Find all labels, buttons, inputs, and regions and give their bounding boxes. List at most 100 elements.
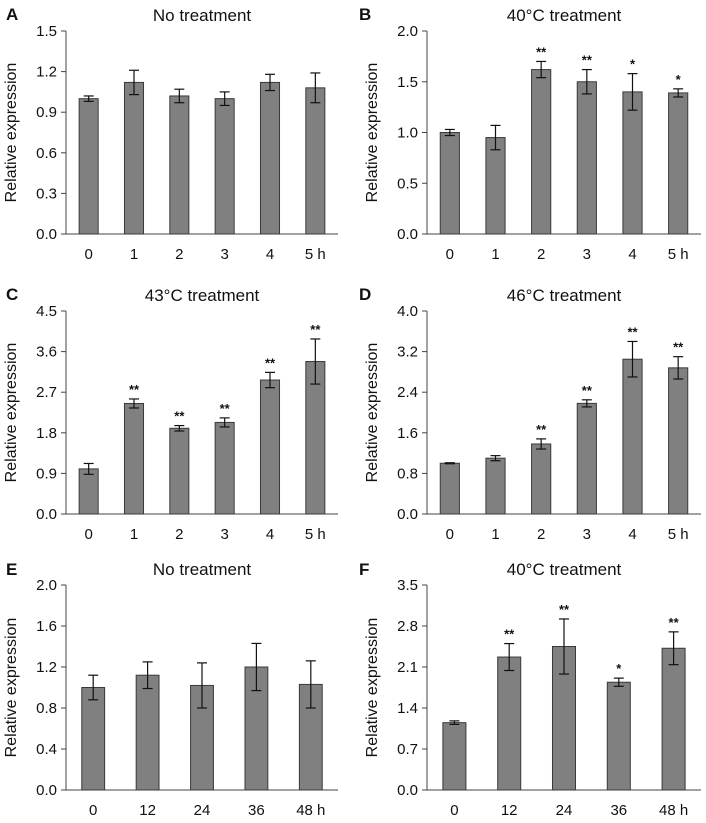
y-tick-label: 1.0: [397, 125, 418, 142]
y-tick-label: 0.7: [397, 741, 418, 758]
x-tick-label: 3: [220, 246, 228, 263]
x-tick-label: 3: [583, 246, 591, 263]
y-tick-label: 0.8: [36, 700, 57, 717]
bar: [214, 98, 235, 235]
x-tick-label: 24: [194, 802, 211, 819]
bar: [305, 87, 326, 235]
significance-label: **: [536, 44, 547, 59]
panel-title: 40°C treatment: [507, 6, 622, 25]
significance-label: **: [265, 355, 276, 370]
significance-label: **: [310, 322, 321, 337]
bar: [531, 443, 552, 515]
y-tick-label: 3.6: [36, 344, 57, 361]
x-tick-label: 36: [610, 802, 627, 819]
x-tick-label: 48 h: [296, 802, 325, 819]
bar: [622, 91, 643, 235]
y-axis-label: Relative expression: [3, 343, 20, 483]
x-tick-label: 48 h: [659, 802, 688, 819]
significance-label: **: [504, 627, 515, 642]
y-tick-label: 0.0: [36, 226, 57, 243]
significance-label: **: [582, 53, 593, 68]
x-tick-label: 12: [139, 802, 156, 819]
x-tick-label: 0: [89, 802, 97, 819]
panel-letter: E: [6, 560, 17, 579]
x-tick-label: 2: [175, 526, 183, 543]
y-axis-label: Relative expression: [3, 618, 20, 758]
panel-letter: D: [359, 285, 371, 304]
y-tick-label: 1.2: [36, 659, 57, 676]
panel-title: 46°C treatment: [507, 286, 622, 305]
x-tick-label: 4: [266, 526, 274, 543]
panel-title: No treatment: [153, 560, 252, 579]
bar: [169, 95, 190, 235]
x-tick-label: 2: [537, 246, 545, 263]
x-tick-label: 4: [266, 246, 274, 263]
x-tick-label: 1: [130, 526, 138, 543]
x-tick-label: 1: [130, 246, 138, 263]
x-tick-label: 3: [583, 526, 591, 543]
bar: [485, 137, 506, 235]
x-tick-label: 0: [446, 526, 454, 543]
bar: [81, 687, 106, 791]
bar: [668, 367, 689, 515]
y-tick-label: 2.1: [397, 659, 418, 676]
y-tick-label: 0.0: [397, 226, 418, 243]
y-tick-label: 4.0: [397, 303, 418, 320]
panel-c: C 43°C treatment 0.0 0.9 1.8 2.7 3.6 4.5 Relativ…: [3, 285, 338, 543]
y-tick-label: 1.6: [36, 618, 57, 635]
bar: [497, 656, 522, 791]
y-tick-label: 0.0: [397, 506, 418, 523]
bar: [259, 379, 281, 515]
y-tick-label: 2.8: [397, 618, 418, 635]
bar: [576, 402, 597, 515]
x-tick-label: 24: [556, 802, 573, 819]
panel-d: D 46°C treatment 0.0 0.8 1.6 2.4 3.2 4.0 Relativ…: [359, 285, 701, 543]
y-tick-label: 4.5: [36, 303, 57, 320]
y-tick-label: 0.9: [36, 465, 57, 482]
x-tick-label: 0: [84, 246, 92, 263]
x-tick-label: 4: [628, 246, 636, 263]
bar: [622, 358, 643, 515]
y-tick-label: 0.0: [36, 782, 57, 799]
panel-letter: B: [359, 5, 371, 24]
y-tick-label: 0.8: [397, 465, 418, 482]
x-tick-label: 2: [537, 526, 545, 543]
x-tick-label: 2: [175, 246, 183, 263]
y-axis-label: Relative expression: [3, 63, 20, 203]
significance-label: **: [582, 383, 593, 398]
bar: [123, 402, 145, 515]
y-tick-label: 1.8: [36, 425, 57, 442]
x-tick-label: 36: [248, 802, 265, 819]
significance-label: *: [676, 72, 682, 87]
y-tick-label: 1.4: [397, 700, 418, 717]
bar: [214, 421, 235, 515]
panel-b: B 40°C treatment 0.0 0.5 1.0 1.5 2.0 Relative e…: [359, 5, 701, 263]
y-tick-label: 0.5: [397, 175, 418, 192]
x-tick-label: 1: [491, 526, 499, 543]
y-axis-label: Relative expression: [364, 63, 381, 203]
significance-label: *: [616, 661, 622, 676]
x-tick-label: 4: [628, 526, 636, 543]
significance-label: **: [627, 324, 638, 339]
x-tick-label: 0: [450, 802, 458, 819]
y-tick-label: 2.7: [36, 384, 57, 401]
y-tick-label: 1.6: [397, 425, 418, 442]
x-tick-label: 0: [446, 246, 454, 263]
bar: [485, 457, 506, 515]
significance-label: *: [630, 57, 636, 72]
bar: [259, 81, 281, 235]
panel-title: 40°C treatment: [507, 560, 622, 579]
bar: [531, 69, 552, 235]
panel-letter: C: [6, 285, 18, 304]
significance-label: **: [220, 401, 231, 416]
y-tick-label: 0.0: [397, 782, 418, 799]
y-tick-label: 0.3: [36, 185, 57, 202]
bar: [576, 81, 597, 235]
bar: [135, 674, 160, 791]
bar: [668, 92, 689, 235]
x-tick-label: 5 h: [305, 246, 326, 263]
bar: [123, 81, 145, 235]
bar: [442, 722, 467, 791]
